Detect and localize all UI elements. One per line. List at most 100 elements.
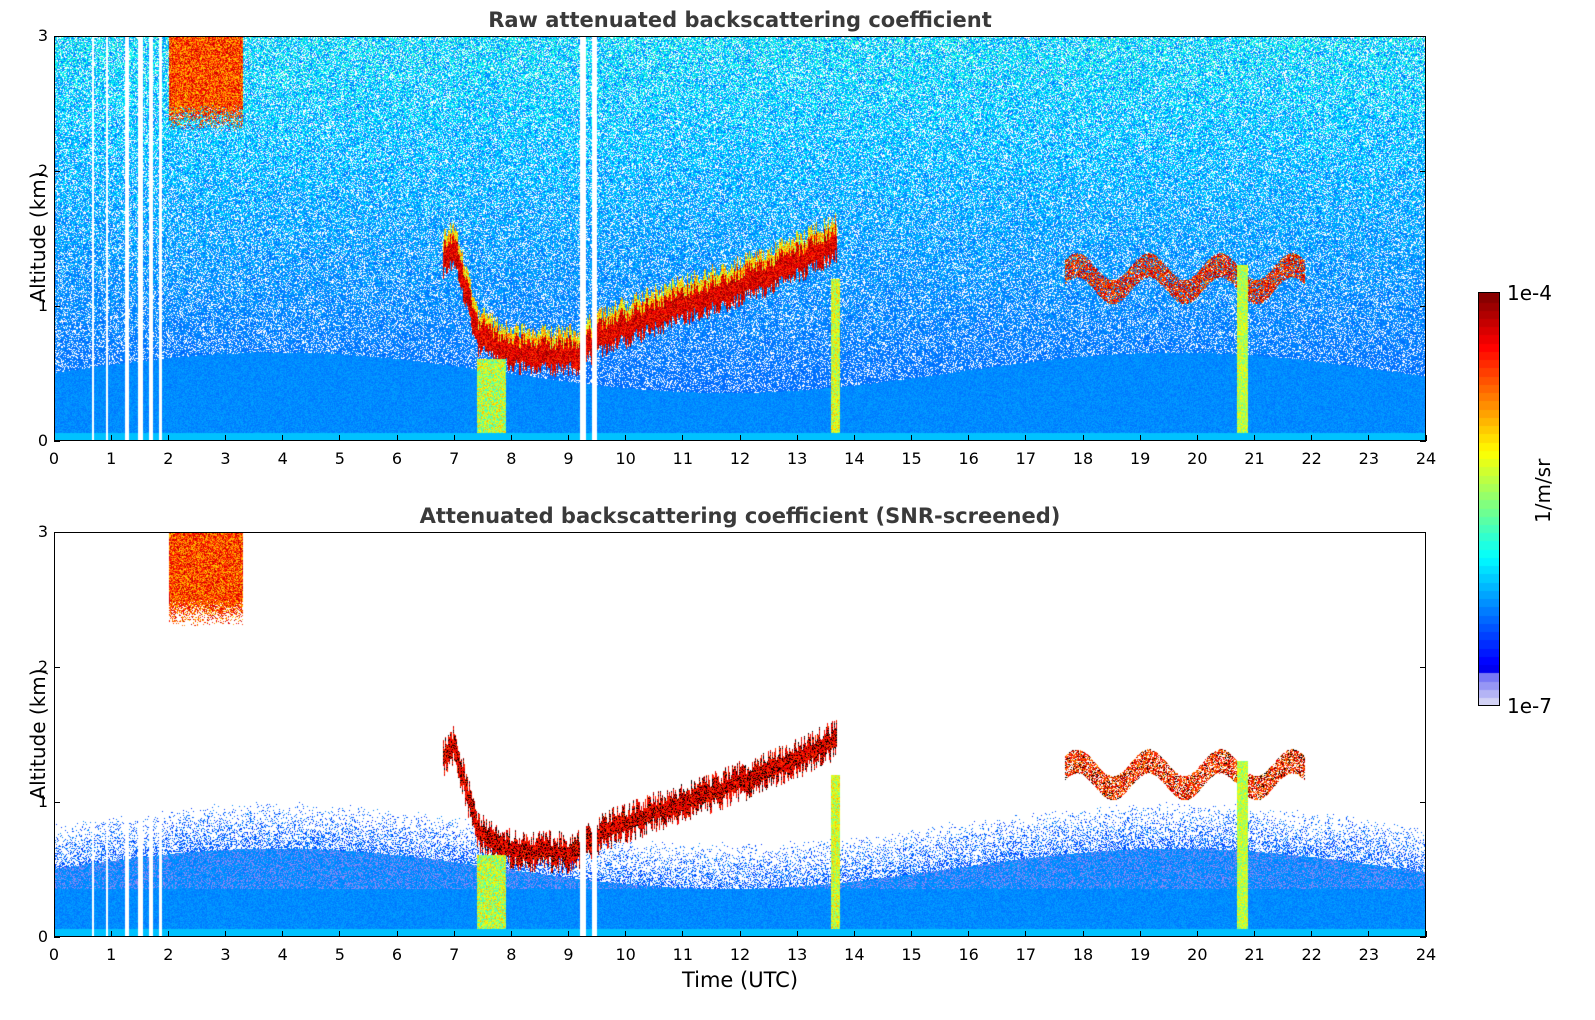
bottom-y-tick-mark [54,801,60,803]
top-plot-area [54,36,1426,441]
bottom-x-tick-label: 14 [844,945,865,964]
bottom-x-tick-label: 0 [48,945,60,964]
colorbar-gradient [1479,293,1499,705]
bottom-x-tick-mark [1139,931,1141,937]
top-x-tick-mark [1311,435,1313,441]
top-x-tick-mark [53,435,55,441]
top-x-tick-label: 9 [563,449,574,468]
top-x-tick-mark [396,435,398,441]
top-x-tick-label: 16 [958,449,979,468]
top-x-tick-mark [339,435,341,441]
bottom-x-tick-mark [968,931,970,937]
bottom-x-tick-mark [739,931,741,937]
bottom-y-tick-label: 1 [37,792,48,811]
bottom-x-tick-label: 9 [563,945,574,964]
bottom-y-tick-label: 0 [37,927,48,946]
bottom-x-tick-mark [1425,931,1427,937]
bottom-x-tick-label: 13 [786,945,808,964]
top-y-tick-mark-right [1420,305,1426,307]
bottom-x-tick-mark [396,931,398,937]
bottom-x-tick-label: 1 [106,945,117,964]
top-x-tick-mark [739,435,741,441]
bottom-y-tick-label: 3 [37,522,48,541]
bottom-x-tick-mark [853,931,855,937]
top-x-tick-label: 12 [729,449,751,468]
bottom-x-tick-mark [796,931,798,937]
top-x-tick-label: 11 [672,449,693,468]
top-x-tick-label: 23 [1358,449,1379,468]
top-y-tick-mark [54,35,60,37]
bottom-x-tick-label: 16 [958,945,979,964]
top-x-tick-label: 5 [334,449,345,468]
bottom-x-tick-label: 7 [449,945,460,964]
top-x-tick-mark [225,435,226,441]
bottom-x-tick-label: 21 [1244,945,1265,964]
bottom-y-tick-label: 2 [37,657,48,676]
bottom-x-tick-label: 10 [615,945,636,964]
bottom-x-tick-mark [453,931,455,937]
bottom-x-tick-mark [1025,931,1027,937]
top-y-axis-label: Altitude (km) [26,171,50,303]
top-x-tick-label: 3 [220,449,231,468]
top-x-tick-mark [568,435,569,441]
bottom-x-tick-label: 20 [1187,945,1208,964]
bottom-x-tick-label: 3 [220,945,231,964]
top-x-tick-label: 24 [1415,449,1437,468]
bottom-x-tick-mark [1196,931,1198,937]
top-x-tick-mark [1139,435,1141,441]
top-x-tick-label: 2 [163,449,174,468]
top-x-tick-mark [1425,435,1427,441]
bottom-x-tick-mark [1254,931,1255,937]
top-x-tick-mark [968,435,970,441]
top-x-tick-label: 19 [1129,449,1151,468]
colorbar-max-label: 1e-4 [1507,281,1552,305]
bottom-x-tick-mark [110,931,112,937]
top-x-tick-label: 10 [615,449,636,468]
top-x-tick-mark [282,435,284,441]
top-y-tick-mark-right [1420,170,1426,172]
top-x-tick-mark [453,435,455,441]
bottom-x-tick-label: 2 [163,945,174,964]
bottom-y-tick-mark [54,666,60,668]
top-y-tick-mark [54,170,60,172]
bottom-x-tick-label: 23 [1358,945,1379,964]
colorbar-unit-label: 1/m/sr [1531,458,1555,523]
bottom-x-tick-mark [1082,931,1084,937]
top-x-tick-label: 21 [1244,449,1265,468]
top-x-tick-label: 17 [1015,449,1036,468]
top-y-tick-label: 0 [37,431,48,450]
bottom-chart-title: Attenuated backscattering coefficient (S… [419,504,1061,528]
top-x-tick-mark [911,435,912,441]
top-x-tick-mark [167,435,169,441]
bottom-x-tick-mark [225,931,226,937]
top-x-tick-label: 14 [844,449,865,468]
top-x-tick-mark [1082,435,1084,441]
top-y-tick-mark [54,305,60,307]
top-y-tick-mark-right [1420,440,1426,442]
top-x-tick-label: 4 [277,449,288,468]
bottom-x-tick-mark [510,931,512,937]
top-x-tick-mark [1025,435,1027,441]
top-x-tick-label: 22 [1301,449,1322,468]
bottom-x-tick-label: 5 [334,945,345,964]
bottom-y-tick-mark-right [1420,531,1426,533]
top-x-tick-label: 20 [1187,449,1208,468]
bottom-x-tick-label: 6 [391,945,403,964]
bottom-x-tick-mark [1368,931,1370,937]
top-x-tick-label: 6 [391,449,403,468]
bottom-x-tick-mark [339,931,341,937]
bottom-x-tick-mark [911,931,912,937]
bottom-x-tick-label: 4 [277,945,288,964]
bottom-x-tick-label: 17 [1015,945,1036,964]
top-x-tick-mark [682,435,684,441]
top-y-tick-label: 2 [37,161,48,180]
bottom-y-tick-mark [54,531,60,533]
bottom-x-tick-label: 11 [672,945,693,964]
top-x-tick-mark [110,435,112,441]
top-chart-title: Raw attenuated backscattering coefficien… [488,8,992,32]
bottom-x-tick-label: 18 [1072,945,1094,964]
top-x-tick-mark [1254,435,1255,441]
bottom-x-tick-mark [167,931,169,937]
bottom-x-tick-label: 15 [901,945,922,964]
top-x-tick-mark [1196,435,1198,441]
